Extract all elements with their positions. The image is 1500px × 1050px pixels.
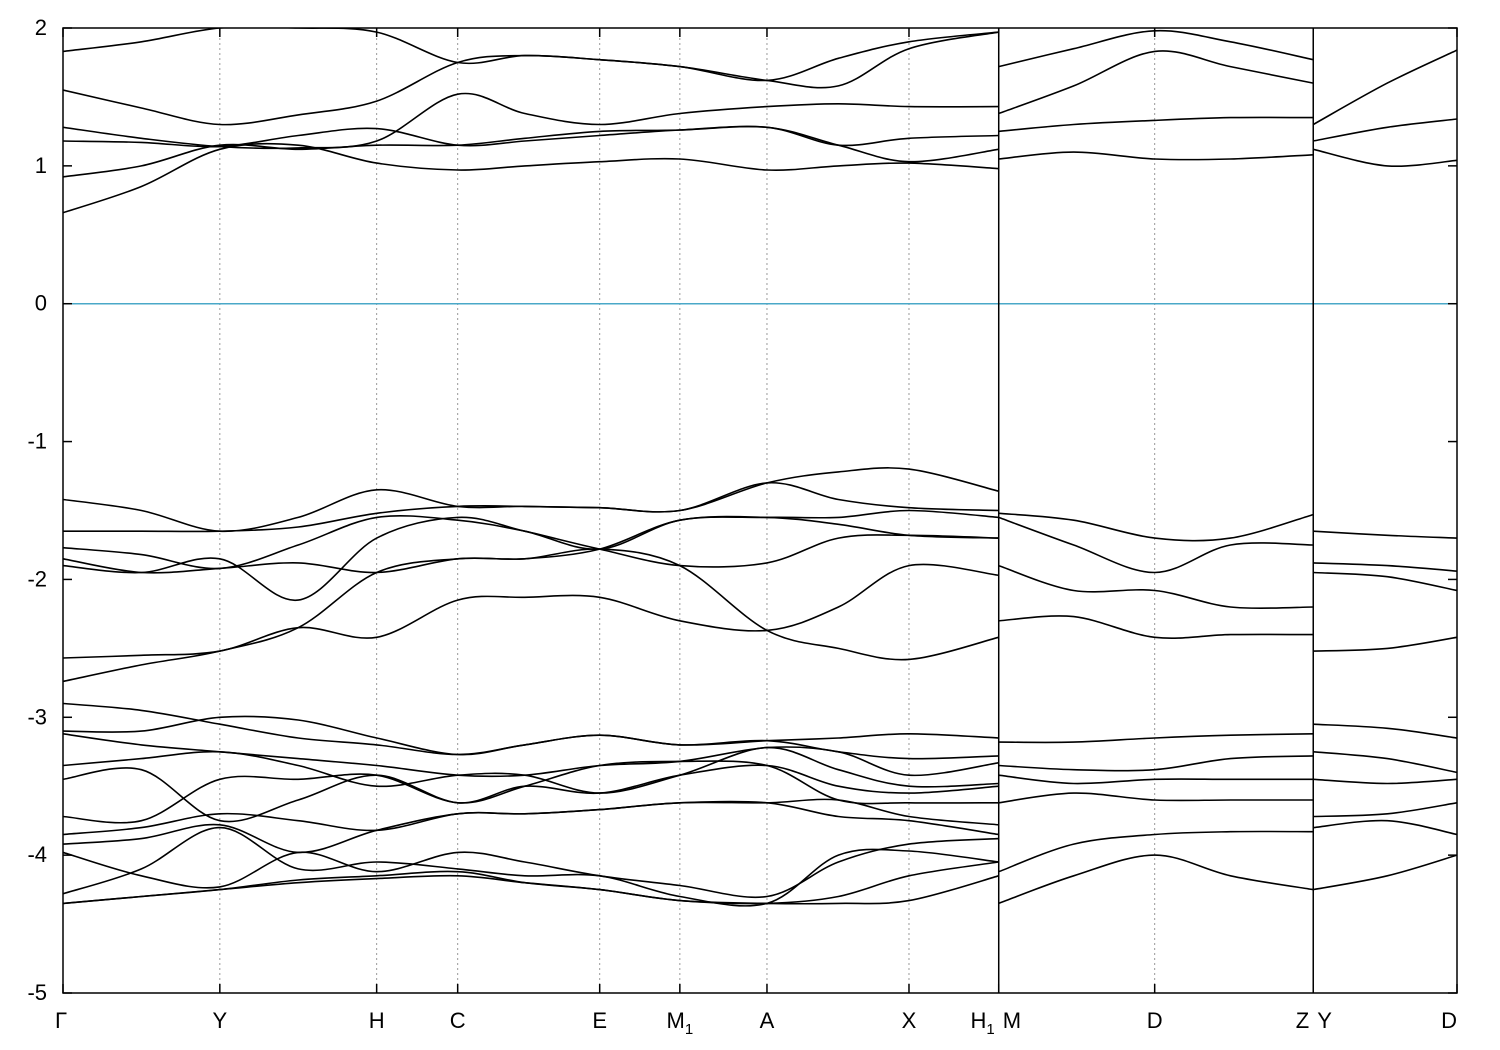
- x-tick-label: M1: [667, 1008, 694, 1038]
- y-tick-label: -4: [27, 842, 47, 867]
- x-tick-label: A: [760, 1008, 775, 1033]
- band-line: [63, 746, 999, 794]
- band-line: [1313, 636, 1457, 652]
- band-line: [63, 31, 999, 126]
- x-tick-label-subscript: 1: [986, 1021, 994, 1038]
- band-line: [63, 702, 999, 756]
- band-line: [998, 774, 1314, 785]
- band-line: [63, 516, 999, 601]
- kpoint-grid: [219, 28, 1314, 993]
- band-line: [998, 50, 1314, 115]
- band-line: [63, 515, 999, 574]
- x-tick-label: Y: [1317, 1008, 1332, 1033]
- band-line: [998, 792, 1314, 804]
- band-line: [1313, 854, 1457, 891]
- band-line: [1313, 148, 1457, 168]
- band-lines: [63, 28, 1457, 993]
- x-tick-label: D: [1441, 1008, 1457, 1033]
- x-tick-label: X: [902, 1008, 917, 1033]
- y-tick-label: 0: [35, 291, 47, 316]
- band-line: [63, 467, 999, 533]
- band-line: [1313, 530, 1457, 539]
- band-line: [998, 615, 1314, 640]
- band-line: [998, 116, 1314, 133]
- band-line: [998, 830, 1314, 873]
- band-line: [63, 125, 999, 148]
- band-line: [998, 854, 1314, 905]
- band-line: [63, 837, 999, 899]
- band-line: [63, 563, 999, 659]
- y-tick-label: 1: [35, 153, 47, 178]
- band-line: [998, 151, 1314, 161]
- y-tick-label: -2: [27, 566, 47, 591]
- band-line: [1313, 751, 1457, 774]
- band-line: [63, 800, 999, 854]
- band-line: [63, 482, 999, 533]
- x-tick-label: E: [592, 1008, 607, 1033]
- x-tick-label: Y: [212, 1008, 227, 1033]
- band-line: [998, 516, 1314, 574]
- band-line: [63, 28, 999, 82]
- band-line: [998, 733, 1314, 744]
- band-line: [63, 874, 999, 905]
- band-line: [63, 92, 999, 150]
- x-tick-label: H1: [970, 1008, 994, 1038]
- band-line: [63, 142, 999, 214]
- band-line: [1313, 571, 1457, 592]
- x-tick-label: M: [1003, 1008, 1021, 1033]
- band-line: [1313, 819, 1457, 836]
- x-tick-label: D: [1147, 1008, 1163, 1033]
- band-line: [1313, 118, 1457, 142]
- band-line: [1312, 49, 1457, 126]
- y-tick-label: 2: [35, 15, 47, 40]
- y-tick-label: -5: [27, 980, 47, 1005]
- band-line: [63, 509, 999, 570]
- x-tick-label: H: [369, 1008, 385, 1033]
- x-tick-label: Z: [1296, 1008, 1309, 1033]
- y-tick-label: -3: [27, 704, 47, 729]
- band-line: [1313, 562, 1457, 572]
- plot-frame: [62, 27, 1458, 994]
- band-line: [1313, 802, 1457, 818]
- band-line: [1313, 723, 1457, 739]
- band-line: [998, 29, 1314, 68]
- band-line: [998, 755, 1314, 772]
- band-line: [1313, 778, 1457, 785]
- band-line: [998, 512, 1314, 542]
- x-tick-label-subscript: 1: [685, 1021, 693, 1038]
- band-line: [63, 798, 999, 836]
- band-line: [63, 125, 999, 178]
- band-line: [63, 826, 999, 907]
- x-tick-label: C: [450, 1008, 466, 1033]
- band-line: [998, 564, 1314, 610]
- axis-ticks: [62, 27, 1458, 994]
- x-tick-label: Γ: [55, 1008, 67, 1033]
- band-line: [63, 548, 999, 683]
- y-tick-label: -1: [27, 429, 47, 454]
